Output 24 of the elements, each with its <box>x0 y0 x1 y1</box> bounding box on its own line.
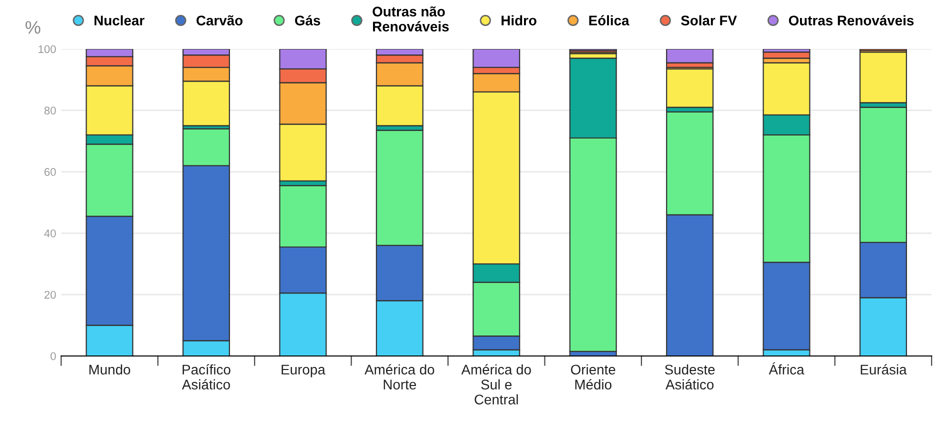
x-tick-label: África <box>768 362 804 375</box>
legend-label: Eólica <box>589 15 630 26</box>
x-tick-label: América do Sul e Central <box>461 364 531 404</box>
x-tick-label: Sudeste Asiático <box>664 364 715 390</box>
legend-label: Gás <box>295 15 320 26</box>
y-tick-label: 100 <box>38 45 56 54</box>
legend-label: Outras Renováveis <box>788 15 914 26</box>
x-tick-label: Mundo <box>89 364 130 375</box>
y-tick-label: 80 <box>44 106 56 114</box>
x-tick-label: América do Norte <box>364 364 434 390</box>
legend-label: Nuclear <box>94 15 144 26</box>
x-tick-label: Pacífico Asiático <box>182 364 230 390</box>
legend-label: Carvão <box>196 15 243 26</box>
y-tick-label: 20 <box>44 290 56 299</box>
y-axis-title: % <box>26 21 40 34</box>
y-tick-label: 40 <box>44 229 56 238</box>
x-tick-label: Europa <box>282 364 326 378</box>
legend-label: Solar FV <box>681 15 737 26</box>
y-tick-label: 60 <box>44 168 56 176</box>
legend-label: Hidro <box>502 15 536 26</box>
y-tick-label: 0 <box>50 352 56 360</box>
x-tick-label: Eurásia <box>860 364 907 375</box>
x-tick-label: Oriente Médio <box>570 364 616 390</box>
legend-label: Outras não Renováveis <box>372 6 449 32</box>
